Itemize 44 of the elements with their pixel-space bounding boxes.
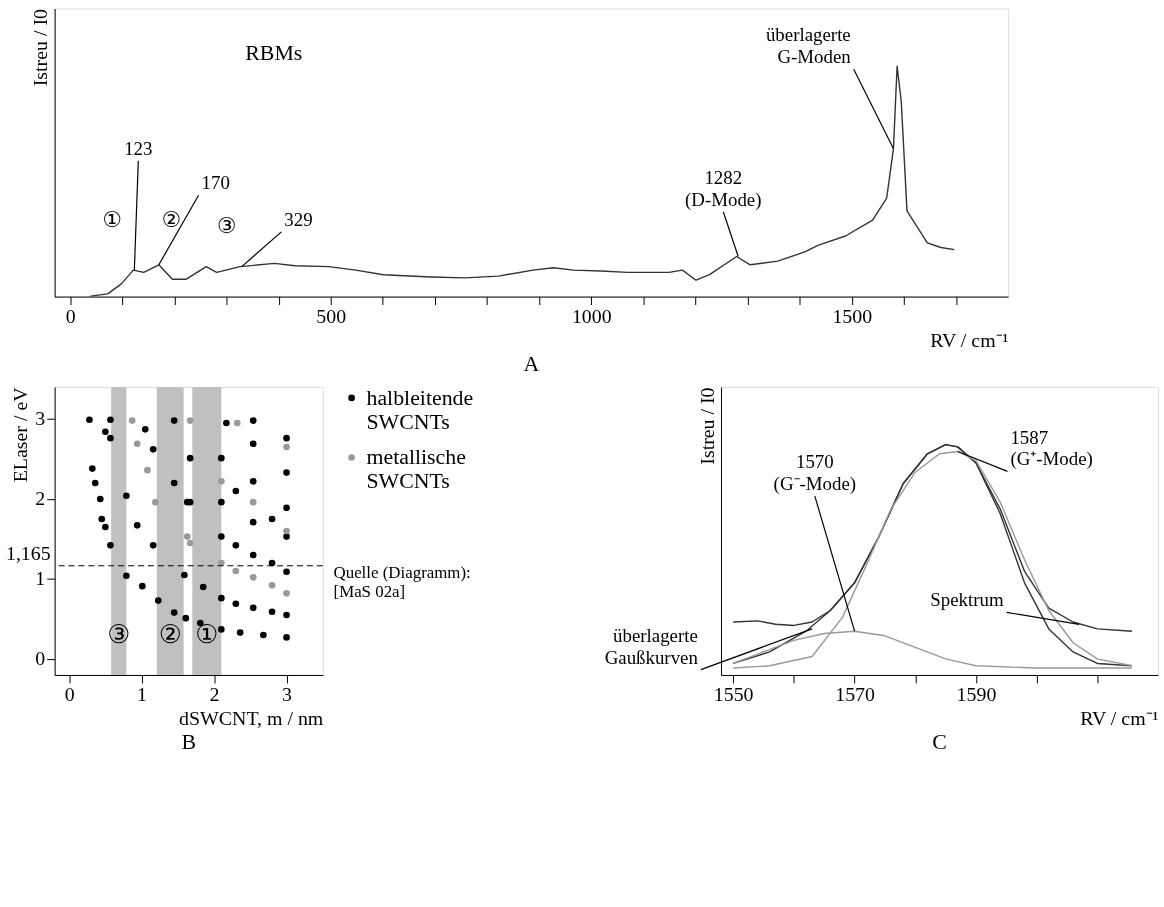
annotation: 170 [201,172,230,194]
band-label: ① [195,619,219,650]
legend-label: metallische SWCNTs [366,445,466,494]
x-axis-title: RV / cm⁻¹ [930,328,1009,351]
text: B [181,730,196,755]
y-tick-label: 3 [35,407,46,430]
x-tick-label: 500 [316,304,347,327]
x-tick-label: 0 [65,304,76,327]
band-label: ③ [107,619,131,650]
legend-label: halbleitende SWCNTs [366,385,474,434]
text: A [523,352,540,377]
y-axis-title: Istreu / I0 [29,9,52,87]
annotation: überlagerte Gaußkurven [604,624,699,668]
text: RBMs [245,41,303,66]
x-axis-title: dSWCNT, m / nm [179,707,324,730]
x-tick-label: 2 [209,683,220,706]
x-tick-label: 1500 [832,304,873,327]
x-tick-label: 3 [282,683,293,706]
annotation: 123 [124,137,153,159]
x-tick-label: 1550 [713,683,754,706]
annotation: Spektrum [930,589,1004,611]
y-tick-label: 2 [35,487,46,510]
ref-line-label: 1,165 [5,541,51,564]
band-label: ② [158,619,182,650]
x-tick-label: 0 [64,683,75,706]
y-axis-title: ELaser / eV [9,386,32,483]
annotation: ③ [216,212,237,238]
annotation: 329 [284,208,313,230]
x-tick-label: 1000 [571,304,612,327]
annotation: überlagerte G-Moden [765,24,852,68]
text: C [932,730,947,755]
x-tick-label: 1 [137,683,148,706]
annotation: ② [161,207,181,233]
source-note: Quelle (Diagramm): [MaS 02a] [333,563,471,602]
annotation: 1570 (G⁻-Mode) [773,451,857,496]
y-axis-title: Istreu / I0 [695,387,718,465]
x-axis-title: RV / cm⁻¹ [1080,707,1159,730]
annotation: 1282 (D-Mode) [685,166,762,211]
y-tick-label: 0 [35,647,46,670]
annotation: ① [102,207,122,233]
x-tick-label: 1590 [956,683,997,706]
annotation: 1587 (G⁺-Mode) [1010,426,1093,471]
x-tick-label: 1570 [835,683,875,706]
y-tick-label: 1 [35,567,46,590]
